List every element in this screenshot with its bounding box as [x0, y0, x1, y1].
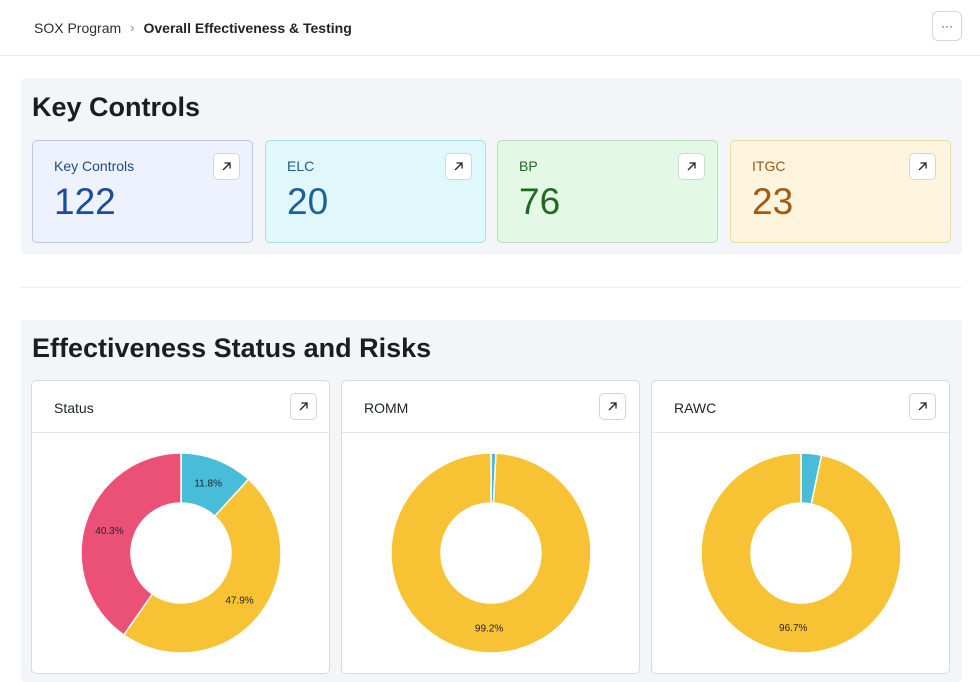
effectiveness-section: Effectiveness Status and Risks Status 11…	[21, 320, 962, 682]
card-title: Status	[54, 400, 94, 416]
page-title: Overall Effectiveness & Testing	[143, 19, 352, 36]
arrow-up-right-icon	[918, 162, 927, 171]
breadcrumb-root[interactable]: SOX Program	[34, 19, 122, 36]
more-options-button[interactable]: ···	[932, 11, 962, 41]
expand-button[interactable]	[909, 153, 936, 180]
section-divider	[21, 287, 962, 288]
arrow-up-right-icon	[222, 162, 231, 171]
card-header: ROMM	[342, 381, 639, 433]
header-bar: SOX Program › Overall Effectiveness & Te…	[0, 0, 980, 56]
donut-data-label: 11.8%	[194, 479, 222, 490]
kpi-value: 23	[752, 181, 794, 222]
kpi-card-bp[interactable]: BP 76	[497, 140, 718, 243]
kpi-label: Key Controls	[54, 158, 135, 174]
romm-chart-card: ROMM 99.2%	[341, 380, 640, 674]
donut-slice-1[interactable]	[700, 452, 902, 654]
arrow-up-right-icon	[687, 162, 696, 171]
key-controls-section: Key Controls Key Controls 122 ELC 20 BP …	[21, 78, 962, 254]
arrow-up-right-icon	[608, 402, 617, 411]
donut-data-label: 47.9%	[225, 595, 253, 606]
kpi-value: 76	[519, 181, 561, 222]
arrow-up-right-icon	[918, 402, 927, 411]
donut-data-label: 96.7%	[779, 623, 807, 634]
rawc-chart-card: RAWC 96.7%	[651, 380, 950, 674]
status-chart-card: Status 11.8% 47.9% 40.3%	[31, 380, 330, 674]
effectiveness-title: Effectiveness Status and Risks	[32, 333, 432, 363]
card-header: RAWC	[652, 381, 949, 433]
romm-donut-chart: 99.2%	[390, 452, 592, 654]
card-title: RAWC	[674, 400, 717, 416]
expand-button[interactable]	[599, 393, 626, 420]
arrow-up-right-icon	[299, 402, 308, 411]
kpi-label: ELC	[287, 158, 315, 174]
rawc-donut-chart: 96.7%	[700, 452, 902, 654]
kpi-card-itgc[interactable]: ITGC 23	[730, 140, 951, 243]
donut-data-label: 99.2%	[475, 623, 503, 634]
arrow-up-right-icon	[454, 162, 463, 171]
expand-button[interactable]	[213, 153, 240, 180]
expand-button[interactable]	[290, 393, 317, 420]
donut-slice-2[interactable]	[80, 452, 182, 637]
card-header: Status	[32, 381, 329, 433]
donut-slice-1[interactable]	[122, 478, 282, 654]
key-controls-title: Key Controls	[32, 92, 201, 122]
expand-button[interactable]	[445, 153, 472, 180]
kpi-label: BP	[519, 158, 538, 174]
kpi-card-key-controls[interactable]: Key Controls 122	[32, 140, 253, 243]
card-title: ROMM	[364, 400, 409, 416]
chevron-right-icon: ›	[130, 20, 135, 35]
donut-slice-1[interactable]	[390, 452, 592, 654]
kpi-value: 20	[287, 181, 329, 222]
kpi-label: ITGC	[752, 158, 786, 174]
expand-button[interactable]	[678, 153, 705, 180]
status-donut-chart: 11.8% 47.9% 40.3%	[80, 452, 282, 654]
kpi-value: 122	[54, 181, 116, 222]
kpi-card-elc[interactable]: ELC 20	[265, 140, 486, 243]
expand-button[interactable]	[909, 393, 936, 420]
donut-data-label: 40.3%	[95, 526, 123, 537]
